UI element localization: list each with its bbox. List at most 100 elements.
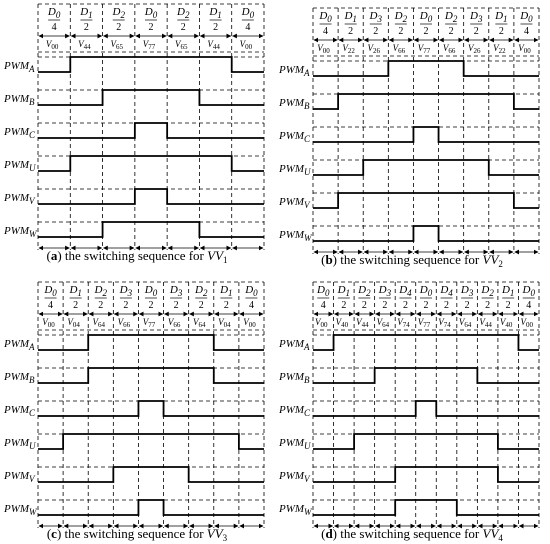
duration-subscript: 3 bbox=[386, 288, 392, 298]
vector-label: V64 bbox=[459, 317, 472, 329]
signal-subscript: V bbox=[304, 200, 311, 210]
vector-symbol: V bbox=[459, 317, 466, 327]
vector-symbol: V bbox=[336, 317, 343, 327]
signal-subscript: W bbox=[304, 507, 313, 517]
signal-label: PWMA bbox=[278, 64, 310, 78]
duration-symbol: D bbox=[176, 6, 185, 18]
duration-symbol: D bbox=[169, 284, 178, 296]
waveform bbox=[38, 433, 264, 450]
duration-symbol: D bbox=[398, 284, 407, 296]
waveform bbox=[38, 89, 264, 106]
duration-label: D2 bbox=[194, 284, 208, 298]
vector-subscript: 40 bbox=[505, 321, 513, 329]
signal-label: PWMW bbox=[3, 225, 38, 239]
vector-symbol: V bbox=[42, 317, 49, 327]
duration-subscript: 1 bbox=[503, 14, 508, 24]
duration-subscript: 0 bbox=[253, 288, 258, 298]
vector-label: V00 bbox=[46, 39, 59, 51]
vector-subscript: 04 bbox=[73, 321, 81, 329]
signal-label: PWMC bbox=[278, 404, 311, 418]
vector-subscript: 74 bbox=[444, 321, 452, 329]
waveform bbox=[313, 225, 539, 242]
duration-symbol: D bbox=[111, 6, 120, 18]
vector-label: V44 bbox=[479, 317, 492, 329]
duration-subscript: 0 bbox=[428, 288, 433, 298]
duration-subscript: 2 bbox=[103, 288, 108, 298]
signal-label: PWMV bbox=[3, 192, 36, 206]
duration-symbol: D bbox=[460, 284, 469, 296]
vector-label: V00 bbox=[42, 317, 55, 329]
signal-subscript: C bbox=[29, 130, 36, 140]
signal-label: PWMB bbox=[278, 371, 310, 385]
duration-subscript: 0 bbox=[327, 14, 332, 24]
duration-denominator: 2 bbox=[506, 300, 511, 311]
duration-symbol: D bbox=[369, 10, 378, 22]
vector-symbol: V bbox=[207, 39, 214, 49]
vector-symbol: V bbox=[468, 43, 475, 53]
duration-denominator: 2 bbox=[485, 300, 490, 311]
vector-label: V66 bbox=[443, 43, 456, 55]
vector-label: V64 bbox=[377, 317, 390, 329]
signal-name: PWM bbox=[3, 192, 30, 204]
duration-symbol: D bbox=[501, 284, 510, 296]
duration-symbol: D bbox=[316, 284, 325, 296]
signal-label: PWMW bbox=[3, 503, 38, 517]
vector-label: V66 bbox=[118, 317, 131, 329]
vector-symbol: V bbox=[315, 317, 322, 327]
duration-denominator: 4 bbox=[524, 26, 529, 37]
duration-denominator: 2 bbox=[444, 300, 449, 311]
duration-label: D0 bbox=[318, 10, 332, 24]
duration-denominator: 2 bbox=[149, 22, 154, 33]
duration-subscript: 0 bbox=[428, 14, 433, 24]
vector-subscript: 00 bbox=[321, 321, 329, 329]
duration-symbol: D bbox=[68, 284, 77, 296]
vector-label: V26 bbox=[368, 43, 381, 55]
signal-label: PWMA bbox=[3, 60, 35, 74]
caption-variable: VV bbox=[207, 248, 225, 263]
signal-subscript: W bbox=[304, 233, 313, 243]
caption: (c) the switching sequence for VV3 bbox=[47, 526, 228, 543]
vector-label: V26 bbox=[468, 43, 481, 55]
vector-subscript: 04 bbox=[224, 321, 232, 329]
vector-label: V44 bbox=[207, 39, 220, 51]
vector-symbol: V bbox=[479, 317, 486, 327]
caption-subscript: 4 bbox=[498, 533, 503, 543]
vector-subscript: 64 bbox=[98, 321, 106, 329]
signal-subscript: U bbox=[304, 441, 311, 451]
waveform bbox=[313, 466, 539, 483]
duration-label: D1 bbox=[68, 284, 81, 298]
caption-text: the switching sequence for bbox=[337, 526, 482, 541]
caption-paren: ) bbox=[57, 526, 61, 541]
vector-label: V04 bbox=[218, 317, 231, 329]
vector-label: V00 bbox=[518, 43, 531, 55]
caption-letter: b bbox=[325, 252, 332, 267]
duration-label: D0 bbox=[241, 6, 255, 20]
vector-subscript: 40 bbox=[341, 321, 349, 329]
duration-symbol: D bbox=[480, 284, 489, 296]
signal-label: PWMU bbox=[278, 437, 311, 451]
duration-subscript: 1 bbox=[352, 14, 357, 24]
duration-denominator: 4 bbox=[245, 22, 250, 33]
duration-denominator: 2 bbox=[84, 22, 89, 33]
duration-label: D1 bbox=[79, 6, 92, 20]
duration-label: D2 bbox=[94, 284, 108, 298]
vector-symbol: V bbox=[143, 39, 150, 49]
vector-subscript: 26 bbox=[473, 47, 481, 55]
vector-symbol: V bbox=[438, 317, 445, 327]
signal-name: PWM bbox=[278, 196, 305, 208]
duration-denominator: 2 bbox=[123, 300, 128, 311]
duration-label: D1 bbox=[501, 284, 514, 298]
signal-label: PWMV bbox=[278, 196, 311, 210]
vector-subscript: 66 bbox=[123, 321, 131, 329]
duration-denominator: 2 bbox=[174, 300, 179, 311]
vector-subscript: 22 bbox=[348, 47, 356, 55]
signal-subscript: U bbox=[29, 163, 36, 173]
duration-symbol: D bbox=[439, 284, 448, 296]
caption-paren: ) bbox=[333, 252, 337, 267]
vector-symbol: V bbox=[500, 317, 507, 327]
waveform bbox=[313, 60, 539, 77]
signal-subscript: B bbox=[304, 101, 310, 111]
duration-subscript: 1 bbox=[346, 288, 351, 298]
duration-denominator: 2 bbox=[213, 22, 218, 33]
